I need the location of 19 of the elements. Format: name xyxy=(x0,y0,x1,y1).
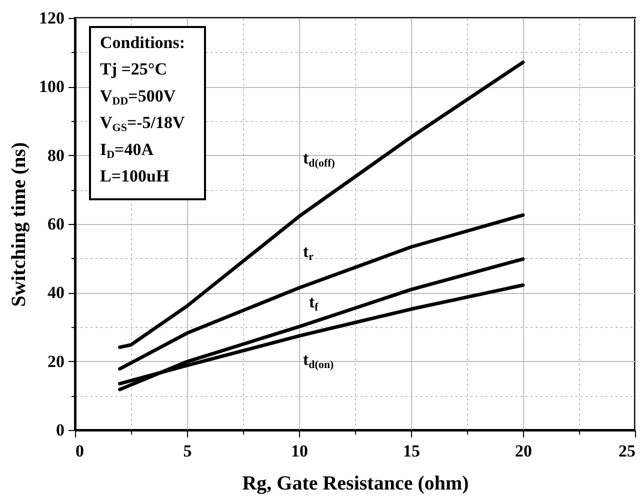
x-tick-label: 20 xyxy=(515,442,532,460)
x-tick-label: 0 xyxy=(76,442,84,460)
x-tick-label: 25 xyxy=(618,442,636,460)
x-tick-label: 10 xyxy=(291,442,308,460)
y-tick-label: 0 xyxy=(56,420,64,440)
x-axis-title: Rg, Gate Resistance (ohm) xyxy=(242,472,469,494)
x-tick-label: 15 xyxy=(403,442,420,460)
y-tick-label: 40 xyxy=(48,283,64,302)
y-tick-label: 80 xyxy=(48,146,64,165)
line-series xyxy=(118,213,525,371)
y-tick-label: 120 xyxy=(39,8,64,28)
annotation: L=100uH xyxy=(100,166,170,186)
annotation: Conditions: xyxy=(100,33,186,52)
y-axis-title: Switching time (ns) xyxy=(8,142,30,307)
x-tick-label: 5 xyxy=(183,442,192,460)
y-tick-label: 20 xyxy=(48,352,64,371)
annotation: Tj =25°C xyxy=(100,60,168,79)
y-tick-label: 60 xyxy=(48,214,64,234)
y-tick-label: 100 xyxy=(39,77,64,96)
